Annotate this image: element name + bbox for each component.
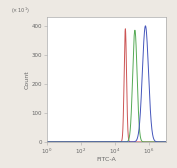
Y-axis label: Count: Count [25,70,30,89]
Text: ($\times\,10^{1}$): ($\times\,10^{1}$) [11,6,30,16]
X-axis label: FITC-A: FITC-A [96,157,116,162]
